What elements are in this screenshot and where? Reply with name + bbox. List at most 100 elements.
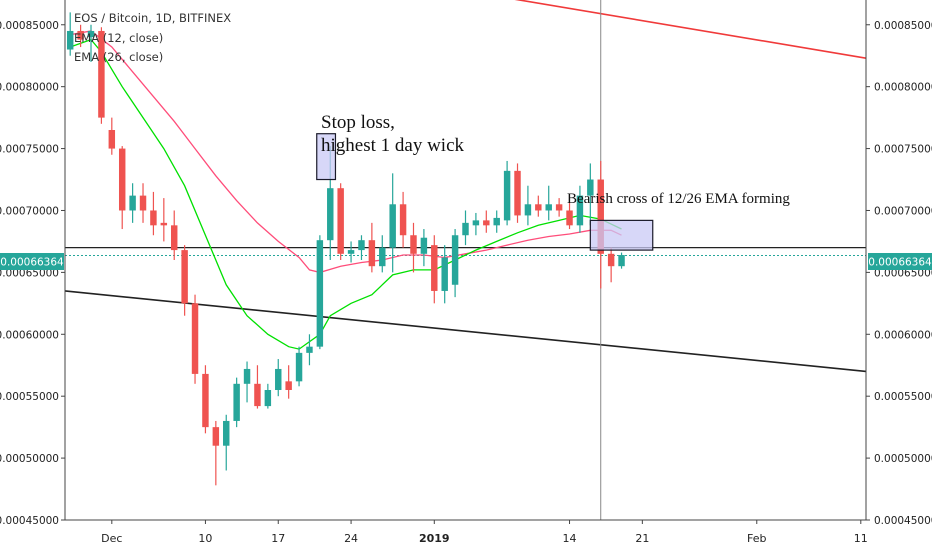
- x-tick-label: 11: [854, 532, 868, 545]
- y-tick-label-left: 0.00085000: [0, 20, 59, 32]
- candle-body: [587, 179, 594, 196]
- candle-body: [212, 427, 220, 446]
- candle-body: [451, 235, 459, 285]
- candle-body: [555, 204, 563, 211]
- candle-body: [566, 210, 573, 226]
- candle: [212, 420, 220, 486]
- candle-body: [347, 250, 355, 254]
- candle: [233, 377, 240, 428]
- candle-body: [77, 30, 84, 40]
- candle-body: [337, 188, 344, 254]
- candle: [243, 361, 251, 403]
- chart-title: EOS / Bitcoin, 1D, BITFINEX: [74, 11, 231, 25]
- candle-body: [524, 204, 532, 216]
- candle: [607, 247, 615, 283]
- candle-body: [98, 30, 105, 118]
- ema12-legend: EMA (12, close): [74, 31, 163, 45]
- candle: [160, 198, 168, 242]
- y-tick-label-left: 0.00060000: [0, 329, 59, 341]
- candle-body: [233, 383, 240, 421]
- candle-body: [576, 195, 584, 226]
- candle-body: [431, 245, 438, 291]
- x-tick-label: 24: [344, 532, 358, 545]
- candle: [420, 229, 428, 267]
- y-tick-label-left: 0.00045000: [0, 515, 59, 527]
- ema12-line: [69, 38, 622, 350]
- y-tick-label-right: 0.00065000: [874, 267, 932, 279]
- y-tick-label-left: 0.00065000: [0, 267, 59, 279]
- candle-body: [285, 381, 292, 390]
- candle: [389, 173, 396, 273]
- candle: [306, 334, 313, 366]
- candle-body: [264, 390, 272, 407]
- ema26-legend: EMA (26, close): [74, 50, 163, 64]
- candle-body: [118, 148, 126, 211]
- candle-body: [150, 210, 157, 226]
- candle-body: [399, 204, 407, 236]
- candle-body: [514, 170, 521, 216]
- candle: [139, 183, 147, 223]
- candle-body: [493, 217, 500, 226]
- candle: [295, 346, 303, 387]
- x-tick-label: 14: [563, 532, 577, 545]
- candle-body: [181, 250, 188, 304]
- candle: [462, 210, 469, 246]
- ema26-line: [70, 30, 622, 274]
- y-tick-label-right: 0.00055000: [874, 391, 932, 403]
- candle-body: [327, 188, 334, 241]
- candle-body: [379, 247, 386, 267]
- candle: [66, 12, 74, 56]
- candle: [87, 24, 95, 62]
- y-tick-label-right: 0.00080000: [874, 82, 932, 94]
- candle-body: [472, 220, 480, 226]
- candle: [254, 365, 261, 409]
- candle-body: [295, 352, 303, 382]
- candle: [431, 235, 438, 304]
- candle-body: [441, 257, 448, 291]
- x-tick-label: Feb: [747, 532, 766, 545]
- candle: [524, 185, 532, 226]
- candle: [129, 183, 136, 223]
- y-tick-label-right: 0.00045000: [874, 515, 932, 527]
- candle: [275, 359, 282, 397]
- candle-body: [389, 204, 396, 248]
- stop-loss-annotation-line1: Stop loss,: [321, 112, 395, 133]
- candle: [202, 365, 209, 434]
- candle-body: [171, 225, 178, 251]
- candle: [472, 212, 480, 236]
- candle-body: [462, 222, 469, 236]
- candle: [347, 241, 355, 263]
- stop-loss-box: [316, 133, 337, 181]
- candle: [191, 294, 199, 384]
- last-price-text-left: 0.00066364: [0, 257, 64, 269]
- candle-body: [243, 368, 251, 384]
- candle: [441, 245, 448, 304]
- candle: [368, 222, 376, 273]
- y-tick-label-right: 0.00085000: [874, 20, 932, 32]
- candle: [587, 163, 594, 226]
- candle-body: [420, 237, 428, 254]
- candle-body: [191, 303, 199, 374]
- candle-body: [503, 170, 511, 221]
- y-tick-label-right: 0.00060000: [874, 329, 932, 341]
- candle: [399, 191, 407, 248]
- candle-body: [202, 373, 209, 428]
- candle-body: [139, 195, 147, 211]
- candle: [545, 185, 552, 221]
- candle: [118, 146, 126, 230]
- candle-body: [254, 383, 261, 407]
- y-tick-label-right: 0.00075000: [874, 144, 932, 156]
- bearish-cross-box: [589, 219, 654, 251]
- candle: [566, 203, 573, 230]
- candle-body: [275, 368, 282, 390]
- candle-body: [368, 240, 376, 267]
- candle: [555, 198, 563, 217]
- candle-body: [410, 235, 417, 254]
- candle: [171, 210, 178, 260]
- candle: [181, 245, 188, 316]
- candle-body: [545, 204, 552, 211]
- candle-body: [618, 255, 625, 267]
- candle-body: [66, 30, 74, 50]
